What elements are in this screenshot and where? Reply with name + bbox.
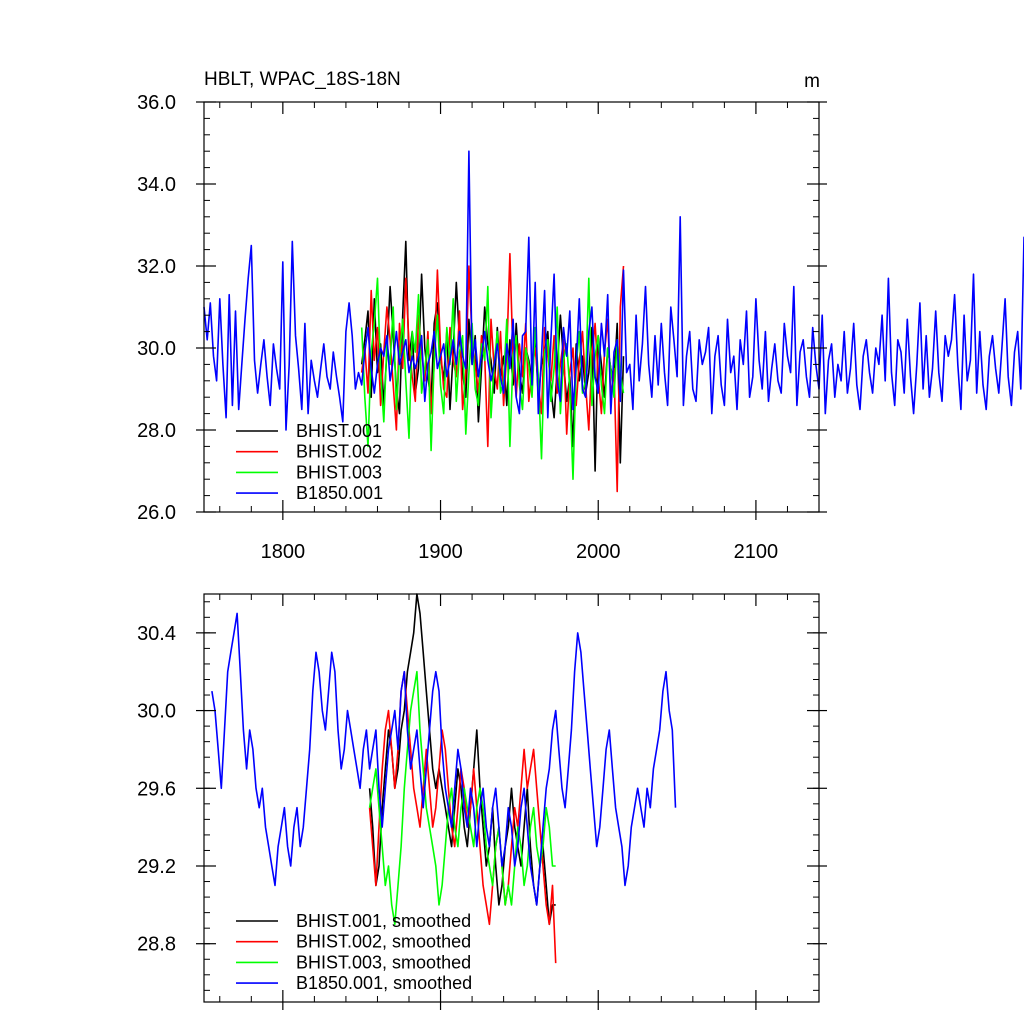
legend-label: BHIST.002, smoothed bbox=[296, 932, 471, 952]
series-line-b1850-001-smoothed bbox=[211, 612, 677, 906]
top-panel-units: m bbox=[804, 71, 820, 92]
y-tick-label: 30.0 bbox=[137, 338, 176, 360]
x-tick-label: 1800 bbox=[261, 541, 306, 563]
bottom-series-layer bbox=[211, 593, 677, 964]
y-tick-label: 29.6 bbox=[137, 778, 176, 800]
y-tick-label: 28.0 bbox=[137, 420, 176, 442]
legend-label: BHIST.001, smoothed bbox=[296, 911, 471, 931]
x-tick-label: 1900 bbox=[418, 541, 463, 563]
y-tick-label: 29.2 bbox=[137, 856, 176, 878]
y-tick-label: 30.4 bbox=[137, 623, 176, 645]
y-tick-label: 30.0 bbox=[137, 701, 176, 723]
top-panel: HBLT, WPAC_18S-18N m 1800 1900 2000 2100 26.… bbox=[137, 69, 1024, 563]
bottom-panel: 28.8 29.2 29.6 30.0 30.4 BHIST.001, smoothed… bbox=[137, 593, 827, 1010]
y-tick-label: 26.0 bbox=[137, 502, 176, 524]
bottom-axes-layer: 28.8 29.2 29.6 30.0 30.4 bbox=[137, 593, 827, 1010]
legend-label: B1850.001, smoothed bbox=[296, 973, 472, 993]
series-line-b1850-001 bbox=[203, 150, 1024, 431]
x-tick-label: 2100 bbox=[734, 541, 779, 563]
legend-label: BHIST.002 bbox=[296, 442, 382, 462]
series-line-bhist-003 bbox=[360, 277, 625, 481]
series-line-bhist-001-smoothed bbox=[368, 593, 556, 926]
x-tick-label: 2000 bbox=[576, 541, 621, 563]
top-panel-title: HBLT, WPAC_18S-18N bbox=[204, 69, 401, 90]
y-tick-label: 36.0 bbox=[137, 92, 176, 114]
legend-label: BHIST.003 bbox=[296, 462, 382, 482]
legend-label: BHIST.003, smoothed bbox=[296, 952, 471, 972]
y-tick-label: 34.0 bbox=[137, 174, 176, 196]
top-axes-layer: 1800 1900 2000 2100 26.0 28.0 30.0 32.0 34.0 36.0 bbox=[137, 92, 827, 563]
plot-frame bbox=[203, 101, 820, 513]
plot-frame bbox=[203, 593, 820, 1003]
y-tick-label: 28.8 bbox=[137, 934, 176, 956]
legend-label: B1850.001 bbox=[296, 483, 383, 503]
legend-label: BHIST.001 bbox=[296, 421, 382, 441]
top-series-layer bbox=[203, 150, 1024, 493]
y-tick-label: 32.0 bbox=[137, 256, 176, 278]
